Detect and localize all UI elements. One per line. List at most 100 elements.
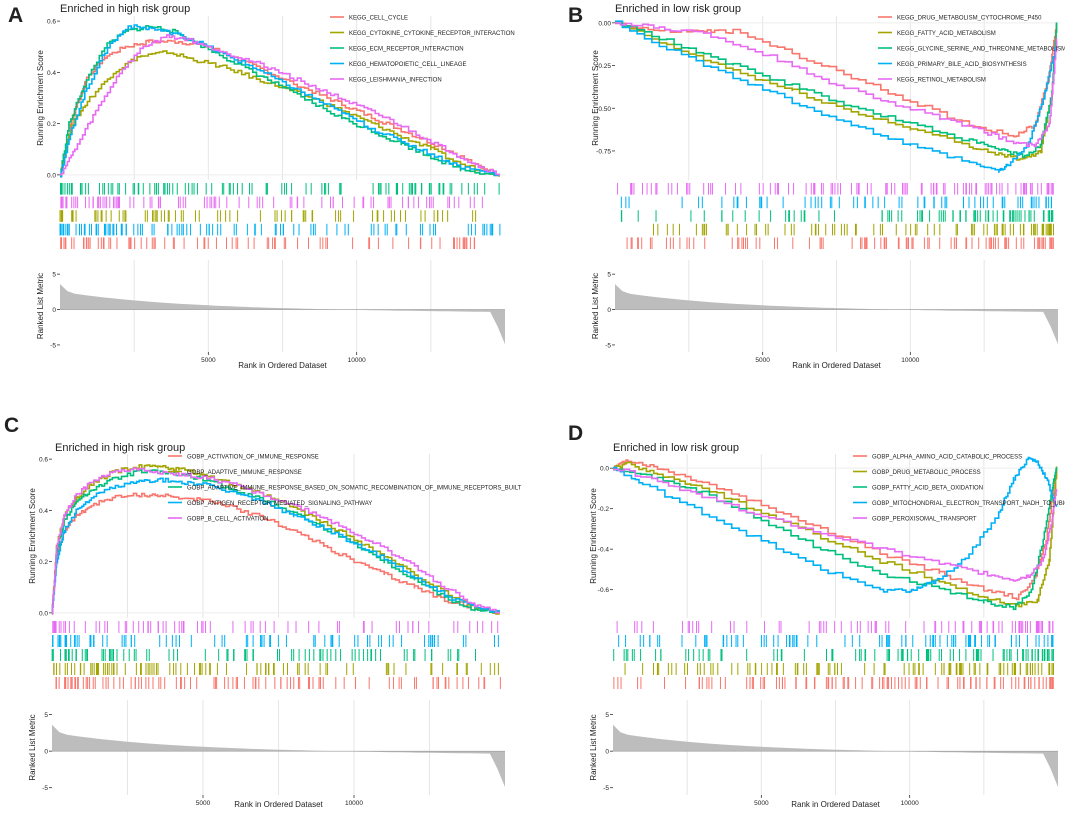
vertical-gridlines <box>133 16 432 352</box>
legend: GOBP_ACTIVATION_OF_IMMUNE_RESPONSE GOBP_A… <box>168 455 522 523</box>
panel-letter: B <box>568 4 583 27</box>
metric-tick-label: 5 <box>605 712 609 719</box>
es-y-label: Running Enrichment Score <box>589 488 598 584</box>
metric-y-label: Ranked List Metric <box>36 273 45 339</box>
x-axis-label: Rank in Ordered Dataset <box>238 361 327 370</box>
panel-letter: A <box>8 4 23 27</box>
metric-tick-label: 0 <box>52 307 56 314</box>
x-tick-label: 10000 <box>901 357 919 364</box>
x-tick-label: 5000 <box>754 800 769 807</box>
x-axis: 5000 10000 <box>754 795 919 807</box>
es-line-kegg-retinol-metabolism <box>615 22 1058 148</box>
x-tick-label: 10000 <box>345 800 363 807</box>
es-line-kegg-leishmania-infection <box>60 34 500 176</box>
legend-entry: GOBP_DRUG_METABOLIC_PROCESS <box>872 470 981 476</box>
es-tick-label: -0.4 <box>598 547 610 554</box>
legend: KEGG_DRUG_METABOLISM_CYTOCHROME_P450 KEGG… <box>878 16 1065 84</box>
metric-tick-label: 0 <box>605 749 609 756</box>
es-line-gobp-fatty-acid-beta-oxidation <box>613 467 1058 611</box>
es-series-lines <box>615 20 1058 173</box>
metric-tick-label: 0 <box>607 307 611 314</box>
metric-y-label: Ranked List Metric <box>589 714 598 780</box>
es-line-kegg-primary-bile-acid-biosynthesis <box>615 20 1058 173</box>
es-tick-label: 0.0 <box>39 610 48 617</box>
es-line-gobp-antigen-receptor-mediated-signaling-pathway <box>51 477 500 614</box>
es-y-axis: 0.00 -0.25 -0.50 -0.75 <box>596 20 615 155</box>
panel-c: C Enriched in high risk group 0.0 0.2 0.4 0.6… <box>4 414 522 809</box>
es-line-kegg-cytokine-cytokine-receptor-interaction <box>60 50 500 178</box>
es-tick-label: 0.6 <box>47 19 56 26</box>
legend-entry: KEGG_LEISHMANIA_INFECTION <box>349 78 442 84</box>
panel-d: D Enriched in low risk group 0.0 -0.2 -0.4 -0… <box>568 422 1065 809</box>
x-tick-label: 10000 <box>348 357 366 364</box>
es-y-label: Running Enrichment Score <box>36 50 45 146</box>
metric-tick-label: 5 <box>607 272 611 279</box>
es-series-lines <box>60 24 500 178</box>
x-axis: 5000 10000 <box>201 352 366 364</box>
panel-title: Enriched in low risk group <box>613 442 739 454</box>
legend-entry: GOBP_PEROXISOMAL_TRANSPORT <box>872 517 977 523</box>
es-y-axis: 0.0 -0.2 -0.4 -0.6 <box>598 466 613 594</box>
es-line-gobp-activation-of-immune-response <box>51 492 500 615</box>
panel-b: B Enriched in low risk group 0.00 -0.25 -0.5… <box>568 3 1065 370</box>
panel-title: Enriched in low risk group <box>615 3 741 15</box>
x-axis: 5000 10000 <box>755 352 920 364</box>
es-y-axis: 0.0 0.2 0.4 0.6 <box>39 457 52 617</box>
x-axis: 5000 10000 <box>196 795 363 807</box>
es-tick-label: -0.2 <box>598 506 610 513</box>
es-tick-label: 0.4 <box>39 508 48 515</box>
es-tick-label: 0.0 <box>47 172 56 179</box>
es-tick-label: 0.6 <box>39 457 48 464</box>
legend-entry: GOBP_ALPHA_AMINO_ACID_CATABOLIC_PROCESS <box>872 455 1022 461</box>
ranked-metric <box>613 724 1058 787</box>
hit-bands <box>51 621 501 689</box>
panel-a: A Enriched in high risk group 0.0 0.2 0.4 0.6… <box>8 3 515 370</box>
panel-letter: C <box>4 414 19 437</box>
x-tick-label: 5000 <box>201 357 216 364</box>
legend-entry: KEGG_HEMATOPOIETIC_CELL_LINEAGE <box>349 62 466 68</box>
es-tick-label: -0.6 <box>598 587 610 594</box>
x-axis-label: Rank in Ordered Dataset <box>234 800 323 809</box>
es-tick-label: -0.50 <box>596 106 611 113</box>
legend: GOBP_ALPHA_AMINO_ACID_CATABOLIC_PROCESS G… <box>853 455 1065 523</box>
legend-entry: GOBP_ANTIGEN_RECEPTOR_MEDIATED_SIGNALING… <box>187 501 372 507</box>
es-line-gobp-drug-metabolic-process <box>613 461 1058 608</box>
legend-entry: GOBP_FATTY_ACID_BETA_OXIDATION <box>872 486 983 492</box>
es-y-axis: 0.0 0.2 0.4 0.6 <box>47 19 60 179</box>
legend-entry: GOBP_ADAPTIVE_IMMUNE_RESPONSE_BASED_ON_S… <box>187 486 522 492</box>
ranked-metric <box>52 724 505 787</box>
legend-entry: KEGG_PRIMARY_BILE_ACID_BIOSYNTHESIS <box>897 62 1027 68</box>
legend-entry: GOBP_ADAPTIVE_IMMUNE_RESPONSE <box>187 470 302 476</box>
legend-entry: KEGG_FATTY_ACID_METABOLISM <box>897 31 996 37</box>
metric-y-label: Ranked List Metric <box>28 714 37 780</box>
es-series-lines <box>613 456 1058 611</box>
panel-letter: D <box>568 422 583 445</box>
legend-entry: KEGG_ECM_RECEPTOR_INTERACTION <box>349 47 464 53</box>
hit-bands <box>613 621 1054 689</box>
x-tick-label: 5000 <box>196 800 211 807</box>
es-tick-label: -0.75 <box>596 148 611 155</box>
es-tick-label: 0.2 <box>39 559 48 566</box>
es-tick-label: 0.00 <box>598 20 611 27</box>
metric-tick-label: -5 <box>50 342 56 349</box>
legend-entry: GOBP_MITOCHONDRIAL_ELECTRON_TRANSPORT_NA… <box>872 501 1065 507</box>
legend: KEGG_CELL_CYCLE KEGG_CYTOKINE_CYTOKINE_RE… <box>330 16 515 84</box>
metric-tick-label: -5 <box>42 785 48 792</box>
metric-tick-label: 0 <box>44 749 48 756</box>
metric-tick-label: -5 <box>605 342 611 349</box>
es-tick-label: 0.2 <box>47 121 56 128</box>
panel-title: Enriched in high risk group <box>60 3 190 15</box>
hit-bands <box>59 183 501 249</box>
es-line-kegg-glycine-serine-and-threonine-metabolism <box>615 22 1058 158</box>
x-tick-label: 10000 <box>901 800 919 807</box>
es-y-label: Running Enrichment Score <box>591 50 600 146</box>
panel-title: Enriched in high risk group <box>55 442 185 454</box>
metric-tick-label: 5 <box>52 272 56 279</box>
x-axis-label: Rank in Ordered Dataset <box>791 800 880 809</box>
es-series-lines <box>51 464 500 615</box>
x-axis-label: Rank in Ordered Dataset <box>792 361 881 370</box>
metric-y-axis: 5 0 -5 <box>603 712 613 792</box>
x-tick-label: 5000 <box>755 357 770 364</box>
ranked-metric <box>60 284 505 345</box>
metric-y-axis: 5 0 -5 <box>605 272 615 349</box>
